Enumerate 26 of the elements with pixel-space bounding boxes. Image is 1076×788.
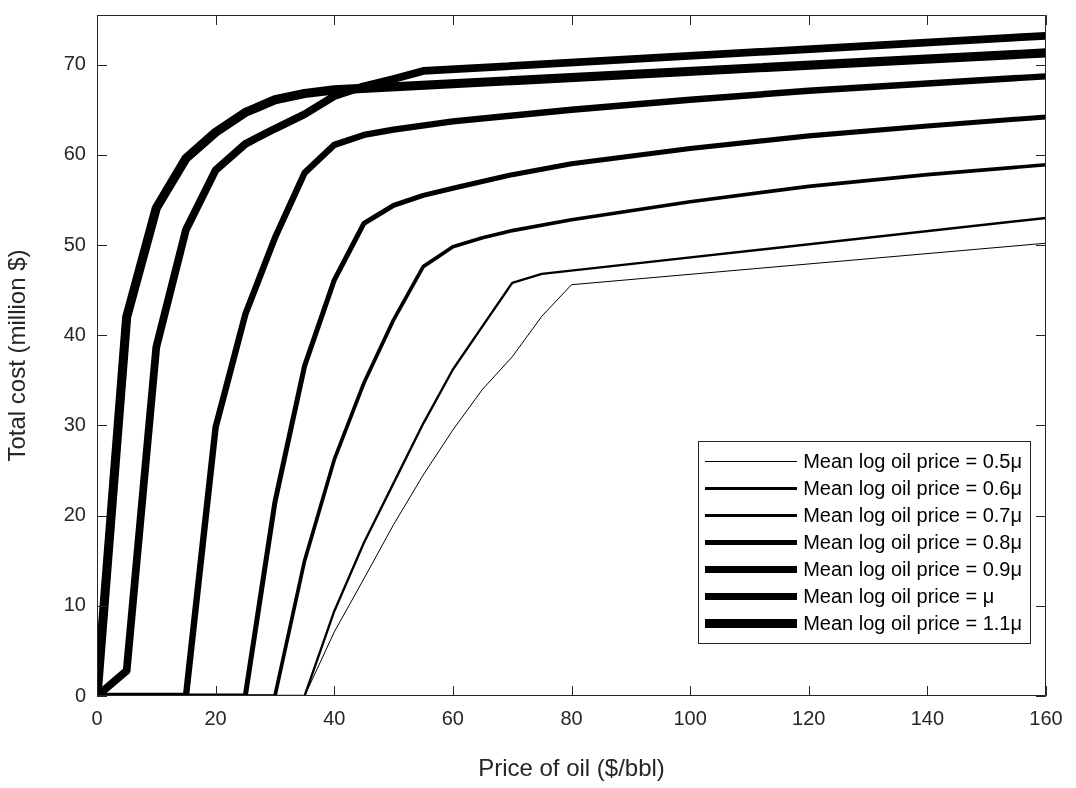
x-tick-label: 160: [1029, 706, 1063, 729]
y-tick-label: 70: [63, 52, 86, 75]
x-tick-label: 40: [323, 706, 346, 729]
legend-label: Mean log oil price = 0.9μ: [803, 558, 1022, 581]
y-axis-title: Total cost (million $): [3, 249, 31, 462]
y-tick-label: 10: [63, 593, 86, 616]
x-tick-label: 20: [204, 706, 227, 729]
y-tick-label: 30: [63, 412, 86, 435]
x-tick-label: 60: [441, 706, 464, 729]
y-tick-label: 20: [63, 503, 86, 526]
legend-label: Mean log oil price = μ: [803, 585, 995, 608]
y-tick-label: 0: [74, 683, 86, 706]
x-tick-label: 100: [673, 706, 707, 729]
x-axis-title: Price of oil ($/bbl): [478, 754, 665, 782]
legend-label: Mean log oil price = 0.6μ: [803, 477, 1022, 500]
x-tick-label: 80: [560, 706, 583, 729]
legend-label: Mean log oil price = 0.5μ: [803, 450, 1022, 473]
x-tick-label: 140: [910, 706, 945, 729]
y-tick-label: 40: [63, 322, 86, 345]
legend-label: Mean log oil price = 1.1μ: [803, 612, 1022, 635]
y-tick-label: 50: [63, 232, 86, 255]
y-tick-label: 60: [63, 142, 86, 165]
x-tick-label: 120: [792, 706, 826, 729]
x-tick-label: 0: [91, 706, 103, 729]
legend-label: Mean log oil price = 0.8μ: [803, 531, 1022, 554]
legend-label: Mean log oil price = 0.7μ: [803, 504, 1022, 527]
